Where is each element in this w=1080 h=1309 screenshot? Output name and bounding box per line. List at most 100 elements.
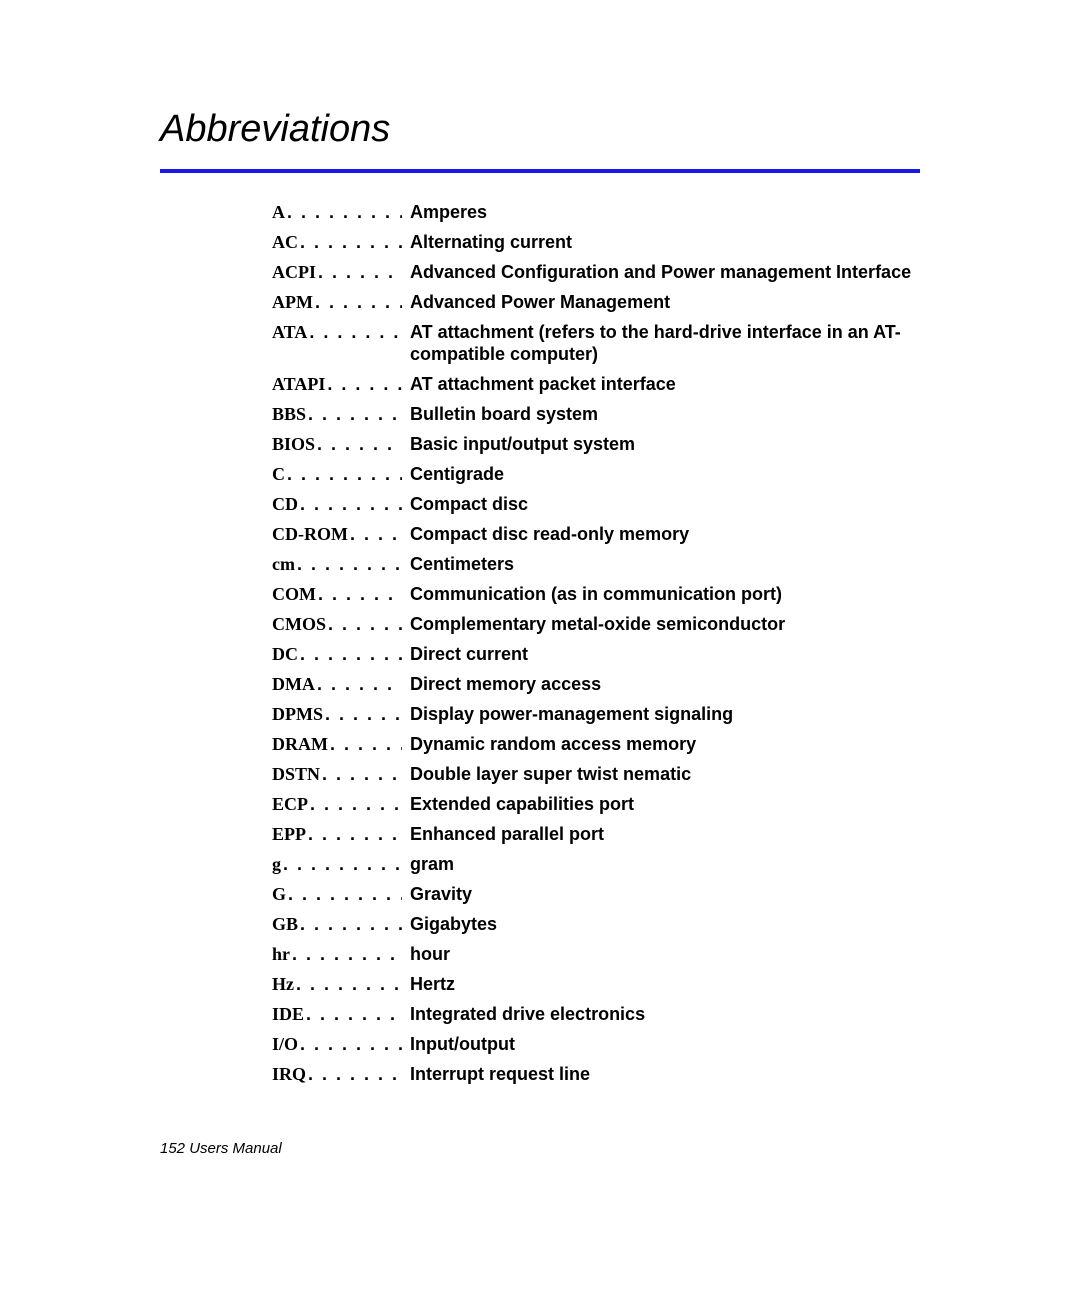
abbreviation-entry: GB. . . . . . . . . . . . . . . . . . . … — [272, 913, 920, 935]
abbreviation-entry: cm. . . . . . . . . . . . . . . . . . . … — [272, 553, 920, 575]
abbreviation-cell: IDE. . . . . . . . . . . . . . . . . . .… — [272, 1003, 402, 1025]
abbreviation-term: ATAPI — [272, 373, 325, 395]
abbreviation-entry: DRAM. . . . . . . . . . . . . . . . . . … — [272, 733, 920, 755]
abbreviation-term: Hz — [272, 973, 294, 995]
abbreviation-cell: C. . . . . . . . . . . . . . . . . . . . — [272, 463, 402, 485]
leader-dots: . . . . . . . . . . . . . . . . . . . . — [296, 973, 402, 995]
abbreviation-description: Alternating current — [402, 231, 920, 253]
abbreviation-term: ECP — [272, 793, 308, 815]
abbreviation-description: hour — [402, 943, 920, 965]
abbreviation-term: IDE — [272, 1003, 304, 1025]
abbreviation-cell: DPMS. . . . . . . . . . . . . . . . . . … — [272, 703, 402, 725]
abbreviation-entry: ATA. . . . . . . . . . . . . . . . . . .… — [272, 321, 920, 365]
abbreviation-term: COM — [272, 583, 316, 605]
abbreviation-term: AC — [272, 231, 298, 253]
abbreviation-description: Complementary metal-oxide semiconductor — [402, 613, 920, 635]
abbreviation-entry: CMOS. . . . . . . . . . . . . . . . . . … — [272, 613, 920, 635]
leader-dots: . . . . . . . . . . . . . . . . . . . . — [350, 523, 402, 545]
abbreviation-cell: Hz. . . . . . . . . . . . . . . . . . . … — [272, 973, 402, 995]
leader-dots: . . . . . . . . . . . . . . . . . . . . — [300, 643, 402, 665]
abbreviation-term: I/O — [272, 1033, 298, 1055]
abbreviation-description: Advanced Configuration and Power managem… — [402, 261, 920, 283]
abbreviation-description: Dynamic random access memory — [402, 733, 920, 755]
abbreviation-cell: DC. . . . . . . . . . . . . . . . . . . … — [272, 643, 402, 665]
abbreviation-term: BBS — [272, 403, 306, 425]
leader-dots: . . . . . . . . . . . . . . . . . . . . — [318, 583, 402, 605]
abbreviation-cell: ECP. . . . . . . . . . . . . . . . . . .… — [272, 793, 402, 815]
abbreviation-cell: EPP. . . . . . . . . . . . . . . . . . .… — [272, 823, 402, 845]
abbreviation-entry: APM. . . . . . . . . . . . . . . . . . .… — [272, 291, 920, 313]
abbreviation-term: CD — [272, 493, 298, 515]
abbreviation-cell: AC. . . . . . . . . . . . . . . . . . . … — [272, 231, 402, 253]
abbreviation-cell: IRQ. . . . . . . . . . . . . . . . . . .… — [272, 1063, 402, 1085]
leader-dots: . . . . . . . . . . . . . . . . . . . . — [325, 703, 402, 725]
abbreviation-description: Integrated drive electronics — [402, 1003, 920, 1025]
abbreviation-term: DMA — [272, 673, 315, 695]
leader-dots: . . . . . . . . . . . . . . . . . . . . — [309, 321, 402, 343]
abbreviation-entry: C. . . . . . . . . . . . . . . . . . . .… — [272, 463, 920, 485]
page-title: Abbreviations — [160, 108, 920, 151]
abbreviation-term: DC — [272, 643, 298, 665]
abbreviation-description: Interrupt request line — [402, 1063, 920, 1085]
leader-dots: . . . . . . . . . . . . . . . . . . . . — [318, 261, 402, 283]
abbreviation-description: Direct current — [402, 643, 920, 665]
abbreviation-term: GB — [272, 913, 298, 935]
abbreviation-entry: AC. . . . . . . . . . . . . . . . . . . … — [272, 231, 920, 253]
abbreviation-cell: I/O. . . . . . . . . . . . . . . . . . .… — [272, 1033, 402, 1055]
leader-dots: . . . . . . . . . . . . . . . . . . . . — [308, 403, 402, 425]
abbreviation-entry: I/O. . . . . . . . . . . . . . . . . . .… — [272, 1033, 920, 1055]
abbreviation-entry: g. . . . . . . . . . . . . . . . . . . .… — [272, 853, 920, 875]
leader-dots: . . . . . . . . . . . . . . . . . . . . — [283, 853, 402, 875]
leader-dots: . . . . . . . . . . . . . . . . . . . . — [308, 1063, 402, 1085]
abbreviation-description: AT attachment packet interface — [402, 373, 920, 395]
abbreviation-entry: A. . . . . . . . . . . . . . . . . . . .… — [272, 201, 920, 223]
abbreviation-entry: Hz. . . . . . . . . . . . . . . . . . . … — [272, 973, 920, 995]
abbreviation-entry: IDE. . . . . . . . . . . . . . . . . . .… — [272, 1003, 920, 1025]
abbreviation-description: Communication (as in communication port) — [402, 583, 920, 605]
abbreviation-term: G — [272, 883, 286, 905]
abbreviation-term: DRAM — [272, 733, 328, 755]
abbreviation-term: C — [272, 463, 285, 485]
abbreviation-description: Hertz — [402, 973, 920, 995]
abbreviation-term: hr — [272, 943, 290, 965]
abbreviation-description: Basic input/output system — [402, 433, 920, 455]
abbreviation-cell: ATA. . . . . . . . . . . . . . . . . . .… — [272, 321, 402, 343]
abbreviation-description: Centimeters — [402, 553, 920, 575]
leader-dots: . . . . . . . . . . . . . . . . . . . . — [288, 883, 402, 905]
abbreviation-term: DSTN — [272, 763, 320, 785]
abbreviation-description: Double layer super twist nematic — [402, 763, 920, 785]
leader-dots: . . . . . . . . . . . . . . . . . . . . — [292, 943, 402, 965]
abbreviation-term: CD-ROM — [272, 523, 348, 545]
abbreviation-cell: A. . . . . . . . . . . . . . . . . . . . — [272, 201, 402, 223]
abbreviation-term: EPP — [272, 823, 306, 845]
abbreviation-entry: CD. . . . . . . . . . . . . . . . . . . … — [272, 493, 920, 515]
abbreviation-entry: DPMS. . . . . . . . . . . . . . . . . . … — [272, 703, 920, 725]
leader-dots: . . . . . . . . . . . . . . . . . . . . — [317, 433, 402, 455]
abbreviation-cell: ACPI. . . . . . . . . . . . . . . . . . … — [272, 261, 402, 283]
abbreviation-cell: DSTN. . . . . . . . . . . . . . . . . . … — [272, 763, 402, 785]
abbreviation-entry: ECP. . . . . . . . . . . . . . . . . . .… — [272, 793, 920, 815]
abbreviation-term: ACPI — [272, 261, 316, 283]
abbreviation-entry: DSTN. . . . . . . . . . . . . . . . . . … — [272, 763, 920, 785]
abbreviation-cell: hr. . . . . . . . . . . . . . . . . . . … — [272, 943, 402, 965]
abbreviation-cell: G. . . . . . . . . . . . . . . . . . . . — [272, 883, 402, 905]
abbreviation-entry: ACPI. . . . . . . . . . . . . . . . . . … — [272, 261, 920, 283]
abbreviation-description: Compact disc — [402, 493, 920, 515]
leader-dots: . . . . . . . . . . . . . . . . . . . . — [328, 613, 402, 635]
leader-dots: . . . . . . . . . . . . . . . . . . . . — [322, 763, 402, 785]
abbreviation-entry: G. . . . . . . . . . . . . . . . . . . .… — [272, 883, 920, 905]
leader-dots: . . . . . . . . . . . . . . . . . . . . — [330, 733, 402, 755]
abbreviation-description: Display power-management signaling — [402, 703, 920, 725]
abbreviation-description: Advanced Power Management — [402, 291, 920, 313]
abbreviation-entry: DMA. . . . . . . . . . . . . . . . . . .… — [272, 673, 920, 695]
abbreviation-cell: cm. . . . . . . . . . . . . . . . . . . … — [272, 553, 402, 575]
leader-dots: . . . . . . . . . . . . . . . . . . . . — [287, 463, 402, 485]
abbreviation-cell: BBS. . . . . . . . . . . . . . . . . . .… — [272, 403, 402, 425]
abbreviation-description: gram — [402, 853, 920, 875]
leader-dots: . . . . . . . . . . . . . . . . . . . . — [308, 823, 402, 845]
leader-dots: . . . . . . . . . . . . . . . . . . . . — [315, 291, 402, 313]
abbreviation-term: ATA — [272, 321, 307, 343]
page: Abbreviations A. . . . . . . . . . . . .… — [0, 0, 1080, 1309]
abbreviation-entry: BBS. . . . . . . . . . . . . . . . . . .… — [272, 403, 920, 425]
abbreviation-description: Compact disc read-only memory — [402, 523, 920, 545]
